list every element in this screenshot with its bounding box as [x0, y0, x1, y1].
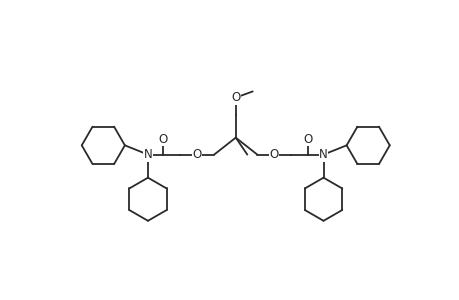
Text: O: O [192, 148, 202, 161]
Text: N: N [143, 148, 152, 161]
Text: O: O [303, 133, 312, 146]
Text: O: O [269, 148, 278, 161]
Text: N: N [319, 148, 327, 161]
Text: O: O [230, 91, 240, 104]
Text: O: O [158, 133, 168, 146]
